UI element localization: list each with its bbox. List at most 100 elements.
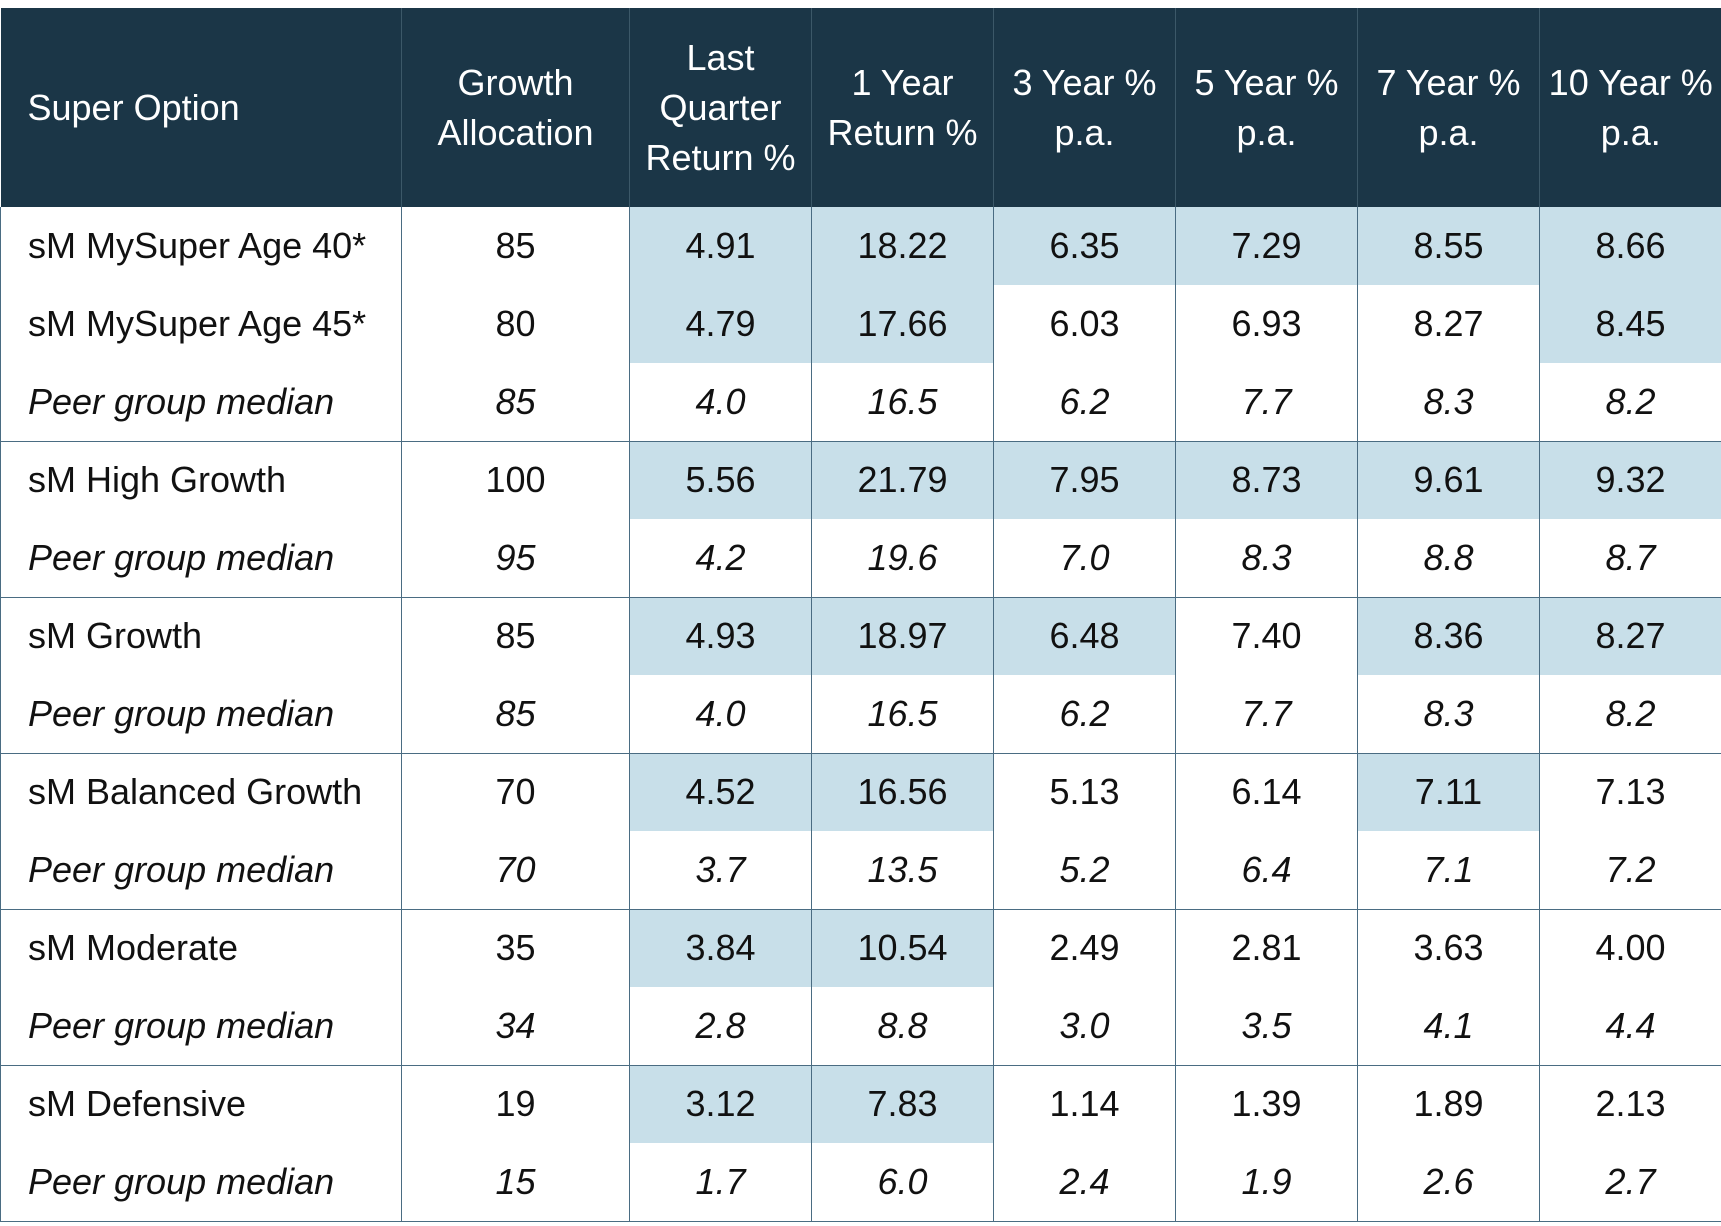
7-year-cell: 3.63 bbox=[1357, 909, 1540, 987]
growth-allocation-cell: 70 bbox=[401, 831, 630, 910]
table-body: sM MySuper Age 40* 85 4.91 18.22 6.35 7.29 8.5… bbox=[0, 207, 1721, 1222]
10-year-cell: 2.13 bbox=[1539, 1065, 1721, 1143]
super-option-cell: Peer group median bbox=[0, 831, 402, 910]
3-year-cell: 2.49 bbox=[993, 909, 1176, 987]
peer-median-row: Peer group median 15 1.7 6.0 2.4 1.9 2.6 2.7 bbox=[0, 1143, 1721, 1222]
10-year-cell: 8.7 bbox=[1539, 519, 1721, 598]
10-year-cell: 7.2 bbox=[1539, 831, 1721, 910]
3-year-cell: 6.03 bbox=[993, 285, 1176, 363]
growth-allocation-cell: 19 bbox=[401, 1065, 630, 1143]
last-quarter-return-cell: 4.93 bbox=[629, 597, 812, 675]
1-year-return-cell: 16.56 bbox=[811, 753, 994, 831]
fund-row: sM High Growth 100 5.56 21.79 7.95 8.73 9.61 9.… bbox=[0, 441, 1721, 519]
peer-median-row: Peer group median 34 2.8 8.8 3.0 3.5 4.1 4.4 bbox=[0, 987, 1721, 1066]
last-quarter-return-cell: 3.12 bbox=[629, 1065, 812, 1143]
super-option-cell: Peer group median bbox=[0, 363, 402, 442]
col-header-1-year-return: 1 Year Return % bbox=[811, 8, 994, 207]
3-year-cell: 6.48 bbox=[993, 597, 1176, 675]
super-option-cell: Peer group median bbox=[0, 1143, 402, 1222]
1-year-return-cell: 16.5 bbox=[811, 363, 994, 442]
5-year-cell: 8.73 bbox=[1175, 441, 1358, 519]
peer-median-row: Peer group median 70 3.7 13.5 5.2 6.4 7.1 7.2 bbox=[0, 831, 1721, 910]
peer-median-row: Peer group median 95 4.2 19.6 7.0 8.3 8.8 8.7 bbox=[0, 519, 1721, 598]
growth-allocation-cell: 85 bbox=[401, 207, 630, 285]
10-year-cell: 8.27 bbox=[1539, 597, 1721, 675]
growth-allocation-cell: 15 bbox=[401, 1143, 630, 1222]
growth-allocation-cell: 35 bbox=[401, 909, 630, 987]
super-option-cell: sM Defensive bbox=[0, 1065, 402, 1143]
10-year-cell: 8.66 bbox=[1539, 207, 1721, 285]
10-year-cell: 2.7 bbox=[1539, 1143, 1721, 1222]
super-option-cell: sM Growth bbox=[0, 597, 402, 675]
7-year-cell: 8.27 bbox=[1357, 285, 1540, 363]
last-quarter-return-cell: 4.52 bbox=[629, 753, 812, 831]
5-year-cell: 6.93 bbox=[1175, 285, 1358, 363]
5-year-cell: 6.14 bbox=[1175, 753, 1358, 831]
7-year-cell: 8.3 bbox=[1357, 675, 1540, 754]
last-quarter-return-cell: 3.7 bbox=[629, 831, 812, 910]
fund-row: sM Growth 85 4.93 18.97 6.48 7.40 8.36 8.27 bbox=[0, 597, 1721, 675]
super-option-cell: sM High Growth bbox=[0, 441, 402, 519]
5-year-cell: 3.5 bbox=[1175, 987, 1358, 1066]
3-year-cell: 5.13 bbox=[993, 753, 1176, 831]
10-year-cell: 7.13 bbox=[1539, 753, 1721, 831]
table-header: Super Option Growth Allocation Last Quar… bbox=[0, 8, 1721, 207]
1-year-return-cell: 18.22 bbox=[811, 207, 994, 285]
3-year-cell: 3.0 bbox=[993, 987, 1176, 1066]
7-year-cell: 2.6 bbox=[1357, 1143, 1540, 1222]
col-header-10-year: 10 Year % p.a. bbox=[1539, 8, 1721, 207]
peer-median-row: Peer group median 85 4.0 16.5 6.2 7.7 8.3 8.2 bbox=[0, 675, 1721, 754]
7-year-cell: 8.3 bbox=[1357, 363, 1540, 442]
5-year-cell: 1.39 bbox=[1175, 1065, 1358, 1143]
3-year-cell: 6.2 bbox=[993, 675, 1176, 754]
10-year-cell: 4.00 bbox=[1539, 909, 1721, 987]
super-option-cell: sM MySuper Age 45* bbox=[0, 285, 402, 363]
7-year-cell: 8.55 bbox=[1357, 207, 1540, 285]
last-quarter-return-cell: 1.7 bbox=[629, 1143, 812, 1222]
5-year-cell: 7.7 bbox=[1175, 675, 1358, 754]
1-year-return-cell: 8.8 bbox=[811, 987, 994, 1066]
fund-row: sM MySuper Age 45* 80 4.79 17.66 6.03 6.93 8.2… bbox=[0, 285, 1721, 363]
1-year-return-cell: 19.6 bbox=[811, 519, 994, 598]
super-option-cell: sM Moderate bbox=[0, 909, 402, 987]
last-quarter-return-cell: 4.91 bbox=[629, 207, 812, 285]
fund-row: sM Balanced Growth 70 4.52 16.56 5.13 6.14 7.1… bbox=[0, 753, 1721, 831]
7-year-cell: 8.36 bbox=[1357, 597, 1540, 675]
last-quarter-return-cell: 2.8 bbox=[629, 987, 812, 1066]
col-header-7-year: 7 Year % p.a. bbox=[1357, 8, 1540, 207]
last-quarter-return-cell: 4.79 bbox=[629, 285, 812, 363]
3-year-cell: 1.14 bbox=[993, 1065, 1176, 1143]
last-quarter-return-cell: 4.2 bbox=[629, 519, 812, 598]
7-year-cell: 8.8 bbox=[1357, 519, 1540, 598]
col-header-3-year: 3 Year % p.a. bbox=[993, 8, 1176, 207]
7-year-cell: 9.61 bbox=[1357, 441, 1540, 519]
1-year-return-cell: 17.66 bbox=[811, 285, 994, 363]
3-year-cell: 6.2 bbox=[993, 363, 1176, 442]
3-year-cell: 7.95 bbox=[993, 441, 1176, 519]
col-header-5-year: 5 Year % p.a. bbox=[1175, 8, 1358, 207]
1-year-return-cell: 21.79 bbox=[811, 441, 994, 519]
7-year-cell: 4.1 bbox=[1357, 987, 1540, 1066]
3-year-cell: 2.4 bbox=[993, 1143, 1176, 1222]
1-year-return-cell: 16.5 bbox=[811, 675, 994, 754]
7-year-cell: 1.89 bbox=[1357, 1065, 1540, 1143]
fund-row: sM Moderate 35 3.84 10.54 2.49 2.81 3.63 4.00 bbox=[0, 909, 1721, 987]
growth-allocation-cell: 70 bbox=[401, 753, 630, 831]
1-year-return-cell: 18.97 bbox=[811, 597, 994, 675]
growth-allocation-cell: 85 bbox=[401, 597, 630, 675]
super-option-cell: sM Balanced Growth bbox=[0, 753, 402, 831]
super-option-cell: sM MySuper Age 40* bbox=[0, 207, 402, 285]
fund-row: sM MySuper Age 40* 85 4.91 18.22 6.35 7.29 8.5… bbox=[0, 207, 1721, 285]
5-year-cell: 2.81 bbox=[1175, 909, 1358, 987]
10-year-cell: 8.2 bbox=[1539, 675, 1721, 754]
growth-allocation-cell: 100 bbox=[401, 441, 630, 519]
10-year-cell: 9.32 bbox=[1539, 441, 1721, 519]
5-year-cell: 7.7 bbox=[1175, 363, 1358, 442]
col-header-super-option: Super Option bbox=[0, 8, 402, 207]
last-quarter-return-cell: 4.0 bbox=[629, 675, 812, 754]
1-year-return-cell: 7.83 bbox=[811, 1065, 994, 1143]
growth-allocation-cell: 85 bbox=[401, 363, 630, 442]
1-year-return-cell: 6.0 bbox=[811, 1143, 994, 1222]
5-year-cell: 8.3 bbox=[1175, 519, 1358, 598]
col-header-growth-allocation: Growth Allocation bbox=[401, 8, 630, 207]
